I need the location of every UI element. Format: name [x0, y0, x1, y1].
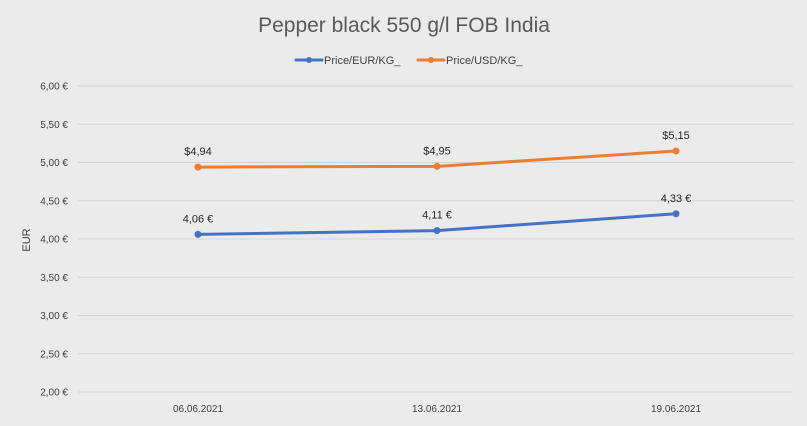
legend: Price/EUR/KG_ Price/USD/KG_: [294, 55, 523, 67]
series-layer: 4,06 € 4,11 € 4,33 € $4,94 $4,95 $5,15: [183, 130, 692, 238]
legend-marker: [306, 57, 312, 63]
y-axis-ticks: 2,00 € 2,50 € 3,00 € 3,50 € 4,00 € 4,50 € 5,00…: [40, 82, 68, 399]
data-label: $4,95: [423, 145, 451, 157]
x-tick-label: 06.06.2021: [173, 404, 223, 415]
y-tick-label: 5,00 €: [40, 158, 68, 169]
data-point: [433, 162, 441, 170]
data-label: $5,15: [662, 130, 690, 142]
y-tick-label: 5,50 €: [40, 120, 68, 131]
data-point: [672, 147, 680, 155]
y-tick-label: 6,00 €: [40, 82, 68, 93]
y-tick-label: 3,00 €: [40, 311, 68, 322]
data-label: 4,33 €: [661, 193, 692, 205]
x-tick-label: 13.06.2021: [412, 404, 462, 415]
data-label: 4,06 €: [183, 213, 214, 225]
y-tick-label: 2,50 €: [40, 349, 68, 360]
legend-label: Price/USD/KG_: [446, 55, 523, 67]
data-label: $4,94: [184, 146, 212, 158]
chart-title: Pepper black 550 g/l FOB India: [258, 14, 550, 37]
y-tick-label: 2,00 €: [40, 388, 68, 399]
gridlines: [78, 85, 793, 393]
data-point: [433, 227, 441, 235]
x-axis-ticks: 06.06.2021 13.06.2021 19.06.2021: [173, 404, 701, 415]
data-point: [194, 230, 202, 238]
y-axis-label: EUR: [21, 228, 33, 251]
data-point: [672, 210, 680, 218]
legend-label: Price/EUR/KG_: [324, 55, 401, 67]
y-tick-label: 3,50 €: [40, 273, 68, 284]
x-tick-label: 19.06.2021: [651, 404, 701, 415]
data-point: [194, 163, 202, 171]
data-label: 4,11 €: [422, 210, 452, 222]
y-tick-label: 4,50 €: [40, 196, 68, 207]
legend-marker: [428, 57, 434, 63]
y-tick-label: 4,00 €: [40, 235, 68, 246]
